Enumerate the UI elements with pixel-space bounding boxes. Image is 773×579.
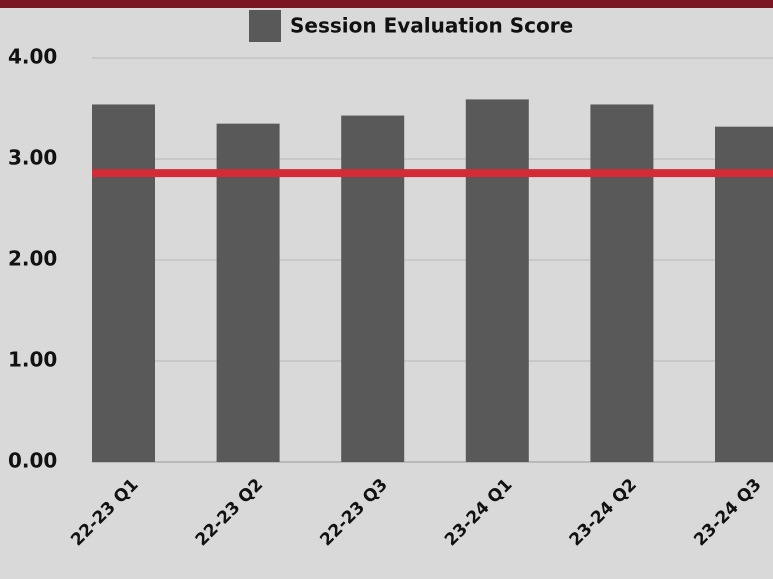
top-band [0, 0, 773, 8]
bar [341, 115, 405, 462]
legend-label: Session Evaluation Score [290, 14, 573, 38]
y-tick-label: 1.00 [8, 348, 57, 372]
y-tick-label: 3.00 [8, 146, 57, 170]
bar [715, 126, 773, 463]
bar [465, 99, 529, 462]
y-tick-label: 4.00 [8, 45, 57, 69]
y-tick-label: 0.00 [8, 449, 57, 473]
bar [92, 104, 155, 463]
legend-swatch [249, 10, 281, 42]
bar [590, 104, 654, 463]
bar [216, 123, 280, 463]
y-tick-label: 2.00 [8, 247, 57, 271]
